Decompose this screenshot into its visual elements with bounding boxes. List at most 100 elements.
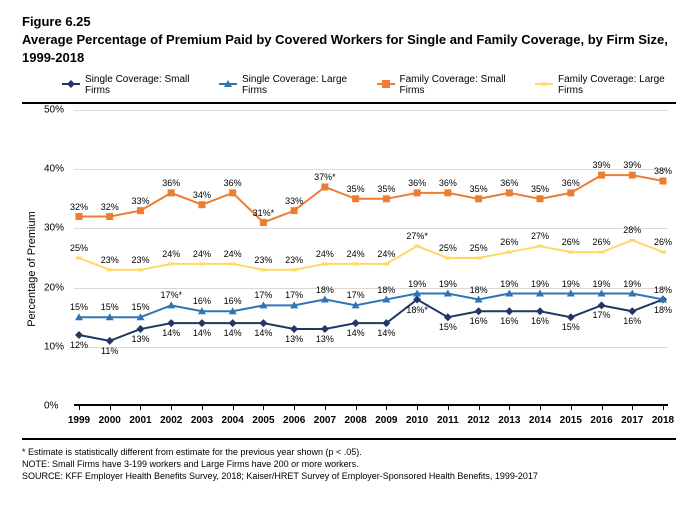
series-marker — [321, 184, 328, 191]
data-label: 23% — [254, 255, 272, 265]
data-label: 16% — [623, 316, 641, 326]
x-tick — [571, 406, 572, 410]
data-label: 32% — [101, 202, 119, 212]
data-label: 14% — [254, 328, 272, 338]
y-axis-label: Percentage of Premium — [26, 211, 38, 327]
legend-marker — [219, 79, 237, 92]
data-label: 15% — [131, 302, 149, 312]
series-marker — [107, 268, 113, 271]
x-tick-label: 2001 — [129, 415, 151, 426]
footnote-source: SOURCE: KFF Employer Health Benefits Sur… — [22, 470, 676, 482]
data-label: 19% — [531, 279, 549, 289]
data-label: 18%* — [406, 305, 428, 315]
x-tick-label: 2017 — [621, 415, 643, 426]
series-marker — [568, 251, 574, 254]
series-marker — [506, 189, 513, 196]
data-label: 19% — [623, 279, 641, 289]
data-label: 19% — [500, 279, 518, 289]
x-tick — [356, 406, 357, 410]
data-label: 24% — [347, 249, 365, 259]
data-label: 17%* — [160, 290, 182, 300]
data-label: 15% — [70, 302, 88, 312]
series-marker — [199, 263, 205, 266]
data-label: 19% — [562, 279, 580, 289]
x-tick — [171, 406, 172, 410]
x-tick-label: 2014 — [529, 415, 551, 426]
data-label: 35% — [531, 184, 549, 194]
data-label: 24% — [162, 249, 180, 259]
series-marker — [137, 207, 144, 214]
series-marker — [383, 263, 389, 266]
x-tick-label: 2000 — [99, 415, 121, 426]
data-label: 38% — [654, 166, 672, 176]
series-marker — [537, 195, 544, 202]
legend-item: Single Coverage: Large Firms — [219, 74, 359, 96]
series-marker — [321, 325, 329, 333]
data-label: 25% — [470, 243, 488, 253]
series-marker — [260, 268, 266, 271]
series-marker — [290, 325, 298, 333]
data-label: 18% — [654, 305, 672, 315]
data-label: 33% — [131, 196, 149, 206]
series-marker — [137, 268, 143, 271]
legend-marker — [377, 79, 395, 92]
x-tick — [540, 406, 541, 410]
data-label: 36% — [162, 178, 180, 188]
data-label: 13% — [131, 334, 149, 344]
x-tick — [632, 406, 633, 410]
data-label: 36% — [439, 178, 457, 188]
x-tick — [479, 406, 480, 410]
series-marker — [259, 319, 267, 327]
series-marker — [75, 331, 83, 339]
series-marker — [629, 239, 635, 242]
series-marker — [106, 213, 113, 220]
series-marker — [476, 257, 482, 260]
series-marker — [229, 189, 236, 196]
x-tick-label: 2006 — [283, 415, 305, 426]
legend: Single Coverage: Small FirmsSingle Cover… — [22, 74, 676, 96]
x-tick-label: 2010 — [406, 415, 428, 426]
x-tick — [233, 406, 234, 410]
data-label: 35% — [347, 184, 365, 194]
figure-title: Average Percentage of Premium Paid by Co… — [22, 31, 676, 66]
data-label: 39% — [623, 160, 641, 170]
x-tick-label: 2016 — [590, 415, 612, 426]
data-label: 32% — [70, 202, 88, 212]
x-tick-label: 2011 — [437, 415, 459, 426]
y-tick-label: 40% — [44, 164, 64, 175]
data-label: 36% — [408, 178, 426, 188]
x-tick — [263, 406, 264, 410]
data-label: 35% — [470, 184, 488, 194]
data-label: 34% — [193, 190, 211, 200]
data-label: 25% — [439, 243, 457, 253]
data-label: 13% — [285, 334, 303, 344]
data-label: 24% — [193, 249, 211, 259]
x-tick-label: 2008 — [345, 415, 367, 426]
x-tick-label: 1999 — [68, 415, 90, 426]
data-label: 17% — [347, 290, 365, 300]
x-tick-label: 2007 — [314, 415, 336, 426]
series-marker — [444, 189, 451, 196]
x-tick-label: 2009 — [375, 415, 397, 426]
data-label: 18% — [654, 285, 672, 295]
y-tick-label: 30% — [44, 223, 64, 234]
data-label: 37%* — [314, 172, 336, 182]
y-tick-label: 10% — [44, 341, 64, 352]
data-label: 24% — [224, 249, 242, 259]
figure-container: { "figure_number": "Figure 6.25", "title… — [0, 0, 698, 525]
series-marker — [230, 263, 236, 266]
series-marker — [136, 325, 144, 333]
series-marker — [291, 207, 298, 214]
footnotes: * Estimate is statistically different fr… — [22, 446, 676, 482]
series-marker — [475, 195, 482, 202]
data-label: 36% — [224, 178, 242, 188]
series-marker — [537, 245, 543, 248]
series-marker — [352, 195, 359, 202]
series-marker — [352, 319, 360, 327]
data-label: 25% — [70, 243, 88, 253]
data-label: 12% — [70, 340, 88, 350]
series-marker — [414, 189, 421, 196]
gridline — [74, 347, 668, 348]
data-label: 19% — [408, 279, 426, 289]
gridline — [74, 228, 668, 229]
